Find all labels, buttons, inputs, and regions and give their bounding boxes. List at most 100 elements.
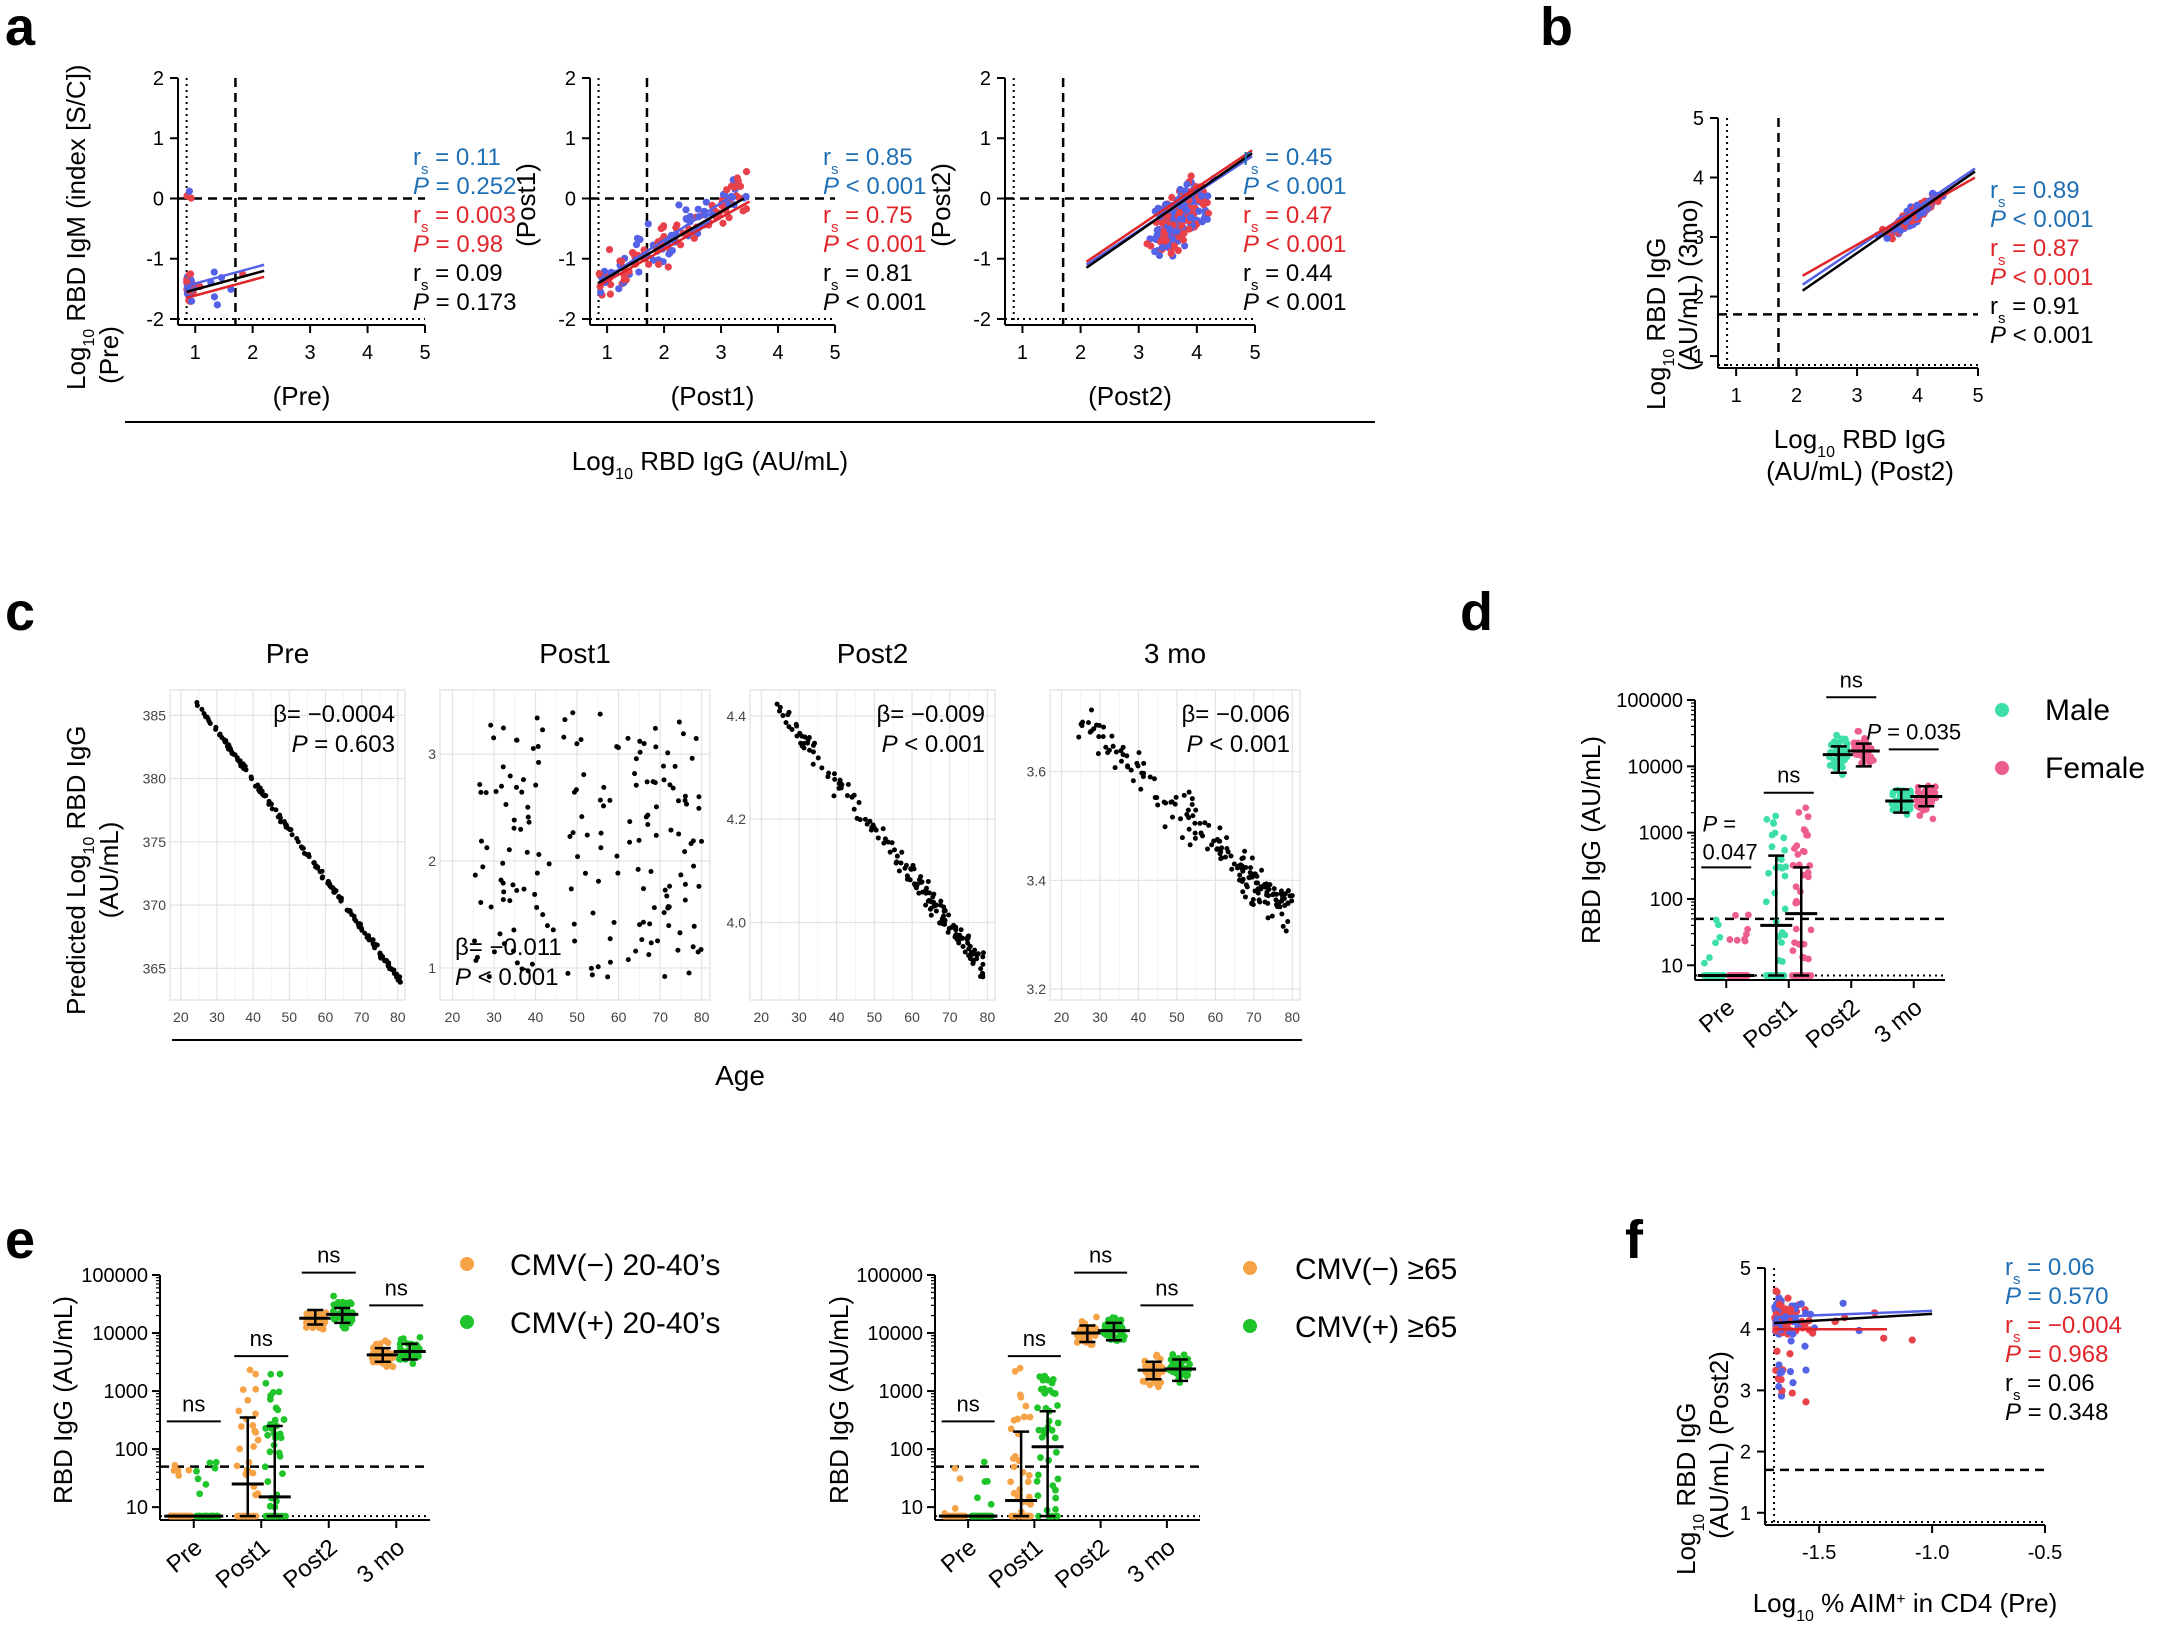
data-point — [568, 886, 574, 892]
data-point — [595, 270, 603, 278]
data-point — [923, 890, 929, 896]
data-point — [518, 826, 524, 832]
data-point — [314, 864, 320, 870]
data-point — [1146, 1381, 1154, 1389]
data-point — [956, 1475, 964, 1483]
data-point — [1229, 866, 1235, 872]
x-tick-label: 4 — [1912, 385, 1923, 407]
data-point — [1187, 842, 1193, 848]
data-point — [1033, 1477, 1041, 1485]
data-point — [578, 737, 584, 743]
y-tick-label: -1 — [558, 249, 576, 271]
data-point — [1177, 816, 1183, 822]
y-tick-label: -2 — [146, 309, 164, 331]
panel-label-b: b — [1540, 0, 1573, 57]
data-point — [1802, 1366, 1810, 1374]
comparison-label: 0.047 — [1703, 839, 1758, 864]
x-tick-label: -1.0 — [1915, 1542, 1949, 1564]
data-point — [514, 737, 520, 743]
data-point — [1141, 770, 1147, 776]
data-point — [1786, 1368, 1795, 1376]
data-point — [938, 898, 944, 904]
x-tick-label: 50 — [569, 1009, 585, 1025]
y-tick-label: 10000 — [92, 1323, 148, 1345]
y-tick-label: 1000 — [1639, 823, 1684, 845]
data-point — [620, 276, 628, 284]
stat-blue_a2-rs: rs = 0.85 — [823, 144, 913, 178]
data-point — [1076, 1335, 1084, 1342]
data-point — [236, 1445, 244, 1453]
data-point — [330, 1301, 338, 1309]
data-point — [725, 214, 733, 222]
data-point — [381, 1337, 389, 1345]
data-point — [1855, 727, 1863, 735]
data-point — [598, 845, 604, 851]
b-x-axis-label-2: (AU/mL) (Post2) — [1766, 456, 1954, 486]
data-point — [506, 847, 512, 853]
data-point — [524, 849, 530, 855]
data-point — [251, 1427, 259, 1435]
data-point — [1173, 794, 1179, 800]
data-point — [694, 205, 702, 213]
data-point — [319, 875, 325, 881]
data-point — [1076, 734, 1082, 740]
data-point — [699, 838, 705, 844]
data-point — [891, 847, 897, 853]
data-point — [980, 1458, 988, 1466]
data-point — [385, 962, 391, 968]
data-point — [1732, 911, 1739, 919]
y-tick-label: 1 — [153, 128, 164, 150]
x-tick-label: 40 — [245, 1009, 261, 1025]
comparison-label: ns — [1023, 1326, 1046, 1351]
data-point — [194, 700, 200, 706]
data-point — [902, 865, 908, 871]
data-point — [1155, 802, 1161, 808]
data-point — [606, 290, 614, 298]
data-point — [1883, 234, 1891, 242]
data-point — [1792, 925, 1800, 933]
regression-line-red — [597, 200, 751, 287]
data-point — [1853, 751, 1861, 758]
data-point — [514, 960, 520, 966]
data-point — [1278, 888, 1284, 894]
data-point — [1779, 958, 1786, 965]
data-point — [646, 952, 652, 958]
data-point — [1164, 212, 1172, 221]
data-point — [1079, 723, 1085, 729]
y-tick-label: -1 — [973, 249, 991, 271]
data-point — [1833, 731, 1841, 739]
data-point — [484, 845, 490, 851]
data-point — [397, 1336, 405, 1343]
data-point — [1052, 1505, 1059, 1513]
data-point — [1162, 236, 1170, 244]
x-tick-label: 50 — [867, 1009, 883, 1025]
data-point — [648, 868, 654, 874]
x-axis-label-a3: (Post2) — [1088, 381, 1172, 411]
data-point — [1109, 733, 1115, 739]
data-point — [1170, 242, 1178, 250]
data-point — [1778, 939, 1785, 946]
stat-red_a2-rs: rs = 0.75 — [823, 202, 913, 236]
data-point — [280, 1416, 288, 1423]
comparison-label: ns — [182, 1391, 205, 1416]
data-point — [1775, 1383, 1783, 1391]
data-point — [480, 864, 486, 870]
data-point — [1180, 229, 1188, 237]
c-p-label: P < 0.001 — [455, 964, 558, 991]
c-beta-label: β= −0.011 — [455, 934, 562, 961]
data-point — [530, 745, 536, 751]
data-point — [1224, 835, 1230, 841]
x-tick-label: 70 — [942, 1009, 958, 1025]
data-point — [925, 879, 931, 885]
data-point — [601, 784, 607, 790]
data-point — [1110, 743, 1116, 749]
c-subplot-title: Post2 — [837, 638, 909, 669]
x-tick-label: 5 — [419, 342, 430, 364]
data-point — [776, 708, 782, 714]
data-point — [974, 1494, 981, 1502]
regression-line-blue — [186, 263, 265, 288]
data-point — [676, 241, 685, 249]
data-point — [645, 812, 651, 818]
data-point — [1789, 1379, 1797, 1387]
